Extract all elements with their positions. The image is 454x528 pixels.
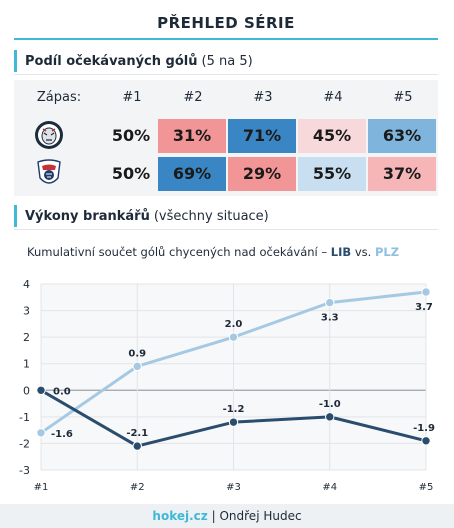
footer-separator: | — [211, 509, 220, 523]
game-header: #4 — [323, 90, 343, 105]
chart-subtitle-lib: LIB — [330, 245, 352, 259]
y-tick-label: 3 — [23, 305, 30, 318]
data-point-lib — [325, 412, 335, 422]
y-tick-label: -3 — [19, 464, 30, 477]
chart-subtitle: Kumulativní součet gólů chycených nad oč… — [27, 245, 399, 259]
game-header: #2 — [183, 90, 203, 105]
y-tick-label: 2 — [23, 331, 30, 344]
data-point-plz — [228, 332, 239, 342]
xg-share-cell: 50% — [102, 119, 160, 153]
y-tick-label: -1 — [19, 411, 30, 424]
footer-author: Ondřej Hudec — [219, 509, 302, 523]
data-label-lib: -1.9 — [413, 423, 435, 434]
data-label-lib: -1.2 — [223, 404, 245, 415]
gk-section-title-bold: Výkony brankářů — [25, 208, 150, 224]
xg-section-title: Podíl očekávaných gólů (5 na 5) — [14, 50, 253, 72]
data-point-lib — [36, 385, 46, 395]
gk-section-title: Výkony brankářů (všechny situace) — [14, 205, 269, 227]
data-point-plz — [325, 297, 335, 308]
xg-share-cell: 29% — [228, 157, 296, 191]
footer-brand[interactable]: hokej.cz — [152, 509, 208, 523]
row-label-game: Zápas: — [36, 90, 82, 105]
gk-section-divider — [14, 229, 438, 230]
game-header: #1 — [122, 90, 142, 105]
footer: hokej.cz | Ondřej Hudec — [0, 504, 454, 528]
gk-section-title-rest: (všechny situace) — [153, 208, 269, 224]
x-tick-label: #2 — [130, 482, 145, 493]
xg-share-table: Zápas: #1 #2 #3 #4 #5 50% 31% 71% 45% 63% 50%… — [14, 80, 438, 196]
xg-share-cell: 31% — [158, 119, 226, 153]
data-label-plz: 0.9 — [128, 348, 146, 359]
xg-section-divider — [14, 74, 438, 75]
liberec-tiger-logo — [35, 121, 63, 149]
chart-subtitle-prefix: Kumulativní součet gólů chycených nad oč… — [27, 245, 328, 259]
data-point-plz — [132, 361, 142, 372]
xg-section-title-rest: (5 na 5) — [201, 53, 253, 69]
data-label-lib: -1.0 — [319, 399, 341, 410]
data-label-plz: 2.0 — [225, 319, 243, 330]
x-tick-label: #5 — [419, 482, 434, 493]
xg-share-cell: 37% — [368, 157, 436, 191]
xg-section-title-bold: Podíl očekávaných gólů — [25, 53, 198, 69]
x-tick-label: #3 — [226, 482, 241, 493]
data-label-lib: 0.0 — [53, 386, 71, 397]
data-point-plz — [36, 428, 46, 438]
chart-subtitle-plz: PLZ — [374, 245, 400, 259]
xg-share-cell: 50% — [102, 157, 160, 191]
xg-share-cell: 69% — [158, 157, 226, 191]
chart-subtitle-vs: vs. — [354, 245, 372, 259]
y-tick-label: -2 — [19, 437, 30, 450]
data-point-plz — [421, 287, 431, 297]
plzen-logo — [37, 159, 61, 184]
y-tick-label: 0 — [23, 384, 30, 397]
x-tick-label: #4 — [322, 482, 337, 493]
data-label-lib: -2.1 — [126, 428, 148, 439]
game-header: #3 — [253, 90, 273, 105]
xg-share-cell: 71% — [228, 119, 296, 153]
data-point-lib — [132, 441, 142, 451]
data-label-plz: -1.6 — [51, 429, 73, 440]
y-tick-label: 4 — [23, 278, 30, 291]
xg-share-cell: 63% — [368, 119, 436, 153]
data-label-plz: 3.7 — [415, 302, 433, 313]
xg-table-header-row: Zápas: #1 #2 #3 #4 #5 — [14, 80, 438, 116]
data-label-plz: 3.3 — [321, 313, 339, 324]
y-tick-label: 1 — [23, 358, 30, 371]
data-point-lib — [228, 417, 239, 427]
data-point-lib — [421, 436, 431, 446]
xg-share-cell: 45% — [298, 119, 366, 153]
page-title: PŘEHLED SÉRIE — [157, 14, 295, 32]
game-header: #5 — [393, 90, 413, 105]
xg-share-cell: 55% — [298, 157, 366, 191]
page-header: PŘEHLED SÉRIE — [14, 8, 438, 40]
x-tick-label: #1 — [34, 482, 49, 493]
goalie-line-chart: -3 -2 -1 0 1 2 3 4 #1 #2 #3 #4 #5 0.0 -2.1 -1.2 -1.0 -1.9… — [19, 278, 435, 493]
